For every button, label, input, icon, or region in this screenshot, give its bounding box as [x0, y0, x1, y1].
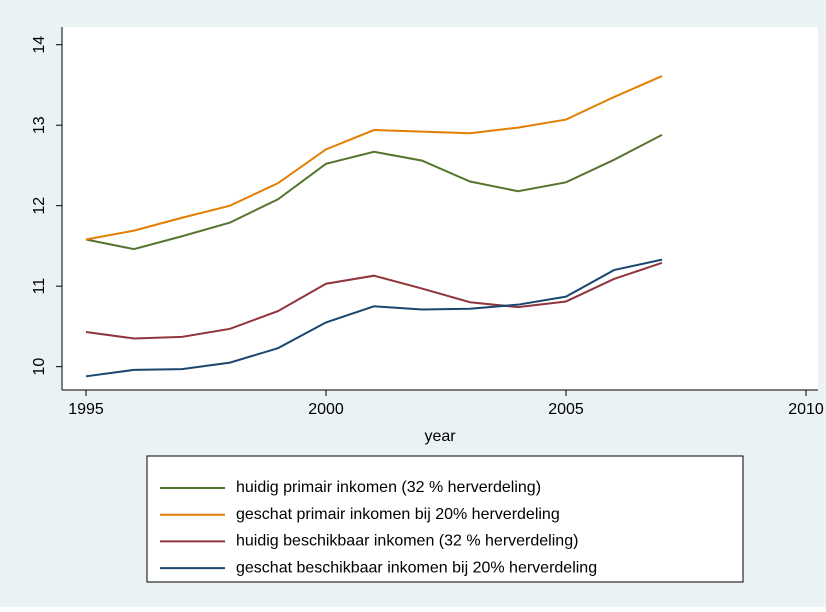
x-tick-label: 2000	[308, 401, 344, 418]
x-axis-label: year	[424, 428, 456, 445]
plot-area	[62, 27, 818, 390]
x-tick-label: 2010	[788, 401, 824, 418]
series-line	[85, 261, 663, 340]
y-tick-label: 13	[31, 116, 48, 134]
series-line	[85, 258, 663, 378]
x-tick-label: 2005	[548, 401, 584, 418]
legend-label: geschat beschikbaar inkomen bij 20% herv…	[236, 559, 597, 576]
series-line	[85, 75, 663, 241]
y-tick-label: 10	[31, 358, 48, 376]
legend-label: huidig beschikbaar inkomen (32 % herverd…	[236, 533, 578, 550]
x-tick-label: 1995	[68, 401, 104, 418]
y-tick-label: 11	[31, 278, 48, 295]
legend-label: geschat primair inkomen bij 20% herverde…	[236, 506, 560, 523]
legend-label: huidig primair inkomen (32 % herverdelin…	[236, 479, 541, 496]
y-tick-label: 12	[31, 197, 48, 215]
series-line	[85, 133, 663, 251]
legend	[146, 455, 744, 583]
y-tick-label: 14	[31, 36, 48, 54]
